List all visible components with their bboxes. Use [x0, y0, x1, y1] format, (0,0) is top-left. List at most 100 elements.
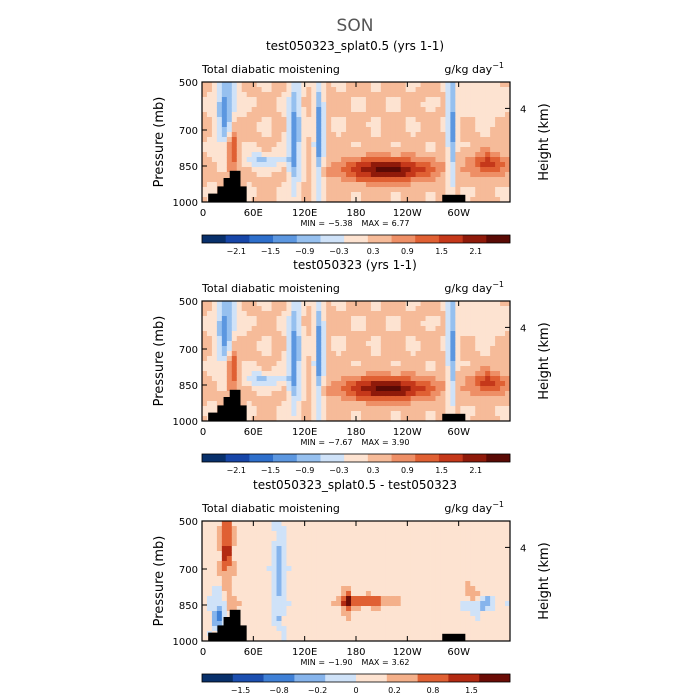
heatmap-cell: [505, 157, 510, 163]
heatmap-cell: [420, 416, 426, 421]
heatmap-cell: [311, 546, 317, 552]
heatmap-cell: [490, 631, 496, 637]
heatmap-cell: [485, 531, 491, 537]
heatmap-cell: [430, 306, 436, 312]
heatmap-cell: [410, 601, 417, 607]
heatmap-cell: [365, 122, 372, 128]
heatmap-cell: [405, 566, 412, 572]
heatmap-cell: [226, 611, 233, 617]
heatmap-cell: [331, 411, 337, 417]
heatmap-cell: [341, 331, 347, 337]
heatmap-cell: [405, 556, 412, 562]
heatmap-cell: [385, 351, 392, 357]
heatmap-cell: [440, 137, 446, 143]
heatmap-cell: [271, 117, 277, 123]
heatmap-cell: [360, 147, 367, 153]
heatmap-cell: [286, 536, 292, 542]
heatmap-cell: [505, 306, 510, 312]
heatmap-cell: [261, 356, 267, 362]
heatmap-cell: [505, 137, 510, 143]
heatmap-cell: [261, 561, 267, 567]
heatmap-cell: [251, 331, 258, 337]
heatmap-cell: [415, 132, 421, 138]
heatmap-cell: [306, 102, 312, 108]
heatmap-cell: [286, 416, 292, 421]
colorbar-swatch: [202, 674, 234, 682]
heatmap-cell: [375, 636, 382, 641]
heatmap-cell: [415, 331, 421, 337]
heatmap-cell: [415, 541, 421, 547]
y-tick-label: 700: [179, 565, 198, 576]
heatmap-cell: [241, 127, 248, 133]
heatmap-cell: [370, 326, 377, 332]
heatmap-cell: [410, 376, 417, 382]
heatmap-cell: [460, 107, 466, 113]
heatmap-cell: [311, 621, 317, 627]
heatmap-cell: [206, 366, 213, 372]
heatmap-cell: [380, 391, 387, 397]
heatmap-cell: [211, 147, 218, 153]
heatmap-cell: [276, 581, 282, 587]
heatmap-cell: [395, 556, 402, 562]
heatmap-cell: [415, 137, 421, 143]
heatmap-cell: [206, 371, 213, 377]
heatmap-cell: [261, 566, 267, 572]
heatmap-cell: [470, 581, 476, 587]
heatmap-cell: [495, 621, 501, 627]
heatmap-cell: [385, 376, 392, 382]
heatmap-cell: [360, 137, 367, 143]
heatmap-cell: [241, 107, 248, 113]
heatmap-cell: [291, 102, 297, 108]
heatmap-cell: [336, 306, 342, 312]
heatmap-cell: [380, 351, 387, 357]
heatmap-cell: [306, 346, 312, 352]
heatmap-cell: [365, 157, 372, 163]
heatmap-cell: [206, 616, 213, 622]
heatmap-cell: [395, 541, 402, 547]
heatmap-cell: [276, 147, 282, 153]
heatmap-cell: [271, 351, 277, 357]
heatmap-cell: [221, 107, 228, 113]
heatmap-cell: [261, 107, 267, 113]
heatmap-cell: [241, 596, 248, 602]
heatmap-cell: [425, 611, 431, 617]
heatmap-cell: [211, 616, 218, 622]
heatmap-cell: [336, 391, 342, 397]
heatmap-cell: [251, 142, 258, 148]
heatmap-cell: [445, 311, 451, 317]
heatmap-cell: [475, 182, 481, 188]
heatmap-cell: [455, 316, 461, 322]
heatmap-field: [202, 521, 510, 641]
heatmap-cell: [500, 132, 506, 138]
heatmap-cell: [202, 192, 208, 198]
heatmap-cell: [385, 336, 392, 342]
heatmap-cell: [236, 157, 243, 163]
heatmap-cell: [500, 87, 506, 93]
heatmap-cell: [202, 87, 208, 93]
heatmap-cell: [455, 586, 461, 592]
colorbar-swatch: [225, 235, 250, 243]
heatmap-cell: [465, 626, 471, 632]
heatmap-cell: [445, 102, 451, 108]
heatmap-cell: [480, 551, 486, 557]
heatmap-cell: [291, 521, 297, 527]
heatmap-cell: [331, 541, 337, 547]
heatmap-cell: [420, 187, 426, 193]
heatmap-cell: [346, 591, 352, 597]
heatmap-cell: [341, 117, 347, 123]
y-right-tick-label: 4: [520, 323, 526, 334]
heatmap-cell: [455, 87, 461, 93]
heatmap-cell: [400, 306, 407, 312]
heatmap-cell: [460, 576, 466, 582]
heatmap-cell: [365, 541, 372, 547]
heatmap-cell: [221, 601, 228, 607]
heatmap-cell: [495, 147, 501, 153]
heatmap-cell: [261, 406, 267, 412]
heatmap-cell: [336, 591, 342, 597]
heatmap-cell: [256, 147, 263, 153]
heatmap-cell: [365, 616, 372, 622]
heatmap-cell: [331, 97, 337, 103]
heatmap-cell: [505, 411, 510, 417]
heatmap-cell: [495, 132, 501, 138]
heatmap-cell: [485, 396, 491, 402]
